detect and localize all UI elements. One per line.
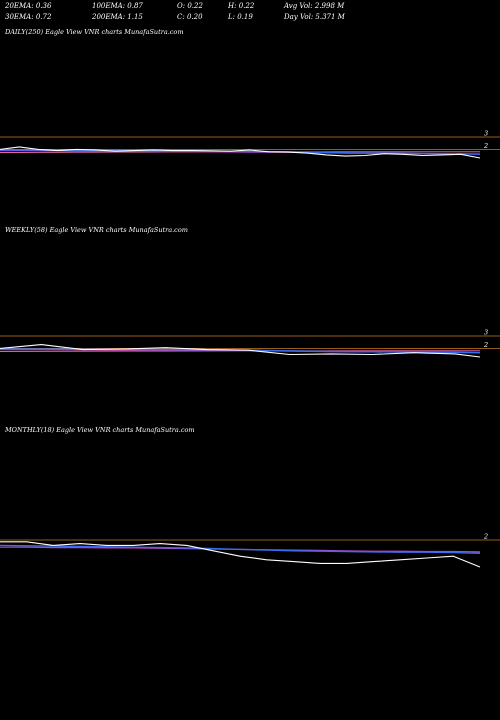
y-tick-label-1-1: 2 bbox=[483, 341, 488, 349]
stat-day-vol: Day Vol: 5.371 M bbox=[284, 13, 345, 21]
stat-30ema: 30EMA: 0.72 bbox=[5, 13, 52, 21]
y-tick-label-0-1: 2 bbox=[483, 142, 488, 150]
series-price-1 bbox=[0, 344, 481, 358]
stat-avg-vol: Avg Vol: 2.998 M bbox=[284, 2, 345, 10]
y-tick-label-2-0: 2 bbox=[483, 533, 488, 541]
daily-panel-title: DAILY(250) Eagle View VNR charts MunafaS… bbox=[5, 28, 184, 36]
stat-close: C: 0.20 bbox=[177, 13, 203, 21]
y-tick-label-0-0: 3 bbox=[484, 130, 488, 138]
series-ema_blue-0 bbox=[0, 149, 481, 155]
stat-200ema: 200EMA: 1.15 bbox=[92, 13, 143, 21]
y-tick-label-1-0: 3 bbox=[484, 329, 488, 337]
series-ema_blue-2 bbox=[0, 544, 481, 554]
series-price-0 bbox=[0, 146, 481, 159]
series-price-2 bbox=[0, 541, 481, 568]
monthly-panel-title: MONTHLY(18) Eagle View VNR charts Munafa… bbox=[5, 426, 195, 434]
stat-100ema: 100EMA: 0.87 bbox=[92, 2, 143, 10]
weekly-panel-title: WEEKLY(58) Eagle View VNR charts MunafaS… bbox=[5, 226, 188, 234]
stat-high: H: 0.22 bbox=[228, 2, 255, 10]
stat-20ema: 20EMA: 0.36 bbox=[5, 2, 52, 10]
stat-open: O: 0.22 bbox=[177, 2, 203, 10]
stat-low: L: 0.19 bbox=[228, 13, 253, 21]
